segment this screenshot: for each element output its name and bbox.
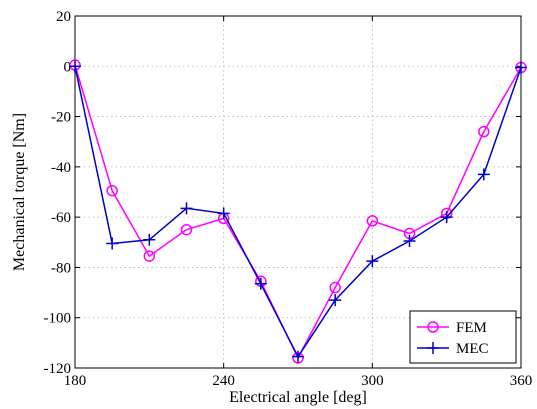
legend-box: [409, 310, 517, 364]
legend: FEM MEC: [409, 310, 517, 364]
legend-mec-marker: [427, 342, 439, 354]
data-point-mec: [69, 60, 81, 73]
series-group: [69, 59, 527, 364]
data-point-fem: [366, 215, 379, 227]
data-point-mec: [477, 168, 490, 181]
data-point-fem: [180, 223, 193, 236]
x-tick-label: 240: [212, 373, 235, 389]
data-point-mec: [106, 237, 119, 250]
data-point-mec: [366, 255, 379, 268]
plot-frame: [74, 15, 522, 369]
x-tick-label: 360: [510, 373, 533, 389]
y-tick-label: -60: [51, 210, 71, 226]
x-tick-label: 300: [361, 373, 384, 389]
y-tick-label: 0: [64, 59, 72, 75]
data-point-fem: [478, 125, 490, 138]
x-axis-label: Electrical angle [deg]: [229, 389, 367, 406]
legend-fem-marker: [427, 321, 439, 333]
y-tick-label: -100: [44, 311, 72, 327]
plot-background: [75, 16, 521, 368]
y-tick-label: -120: [44, 361, 72, 377]
legend-fem-label: FEM: [456, 320, 487, 336]
grid: [75, 16, 521, 368]
y-tick-label: -40: [51, 160, 71, 176]
data-point-mec: [403, 235, 416, 248]
data-point-mec: [292, 350, 304, 363]
y-tick-label: -20: [51, 110, 71, 126]
data-point-mec: [515, 61, 527, 74]
data-point-mec: [143, 233, 156, 246]
data-point-mec: [180, 202, 193, 215]
y-tick-label: 20: [56, 9, 71, 25]
data-point-fem: [329, 281, 341, 294]
data-point-mec: [440, 211, 453, 224]
data-point-mec: [329, 294, 342, 307]
x-tick-label: 180: [64, 373, 87, 389]
ticks: 180 240 300 360 20 0 -20 -40 -60 -80 -100 -120: [44, 9, 533, 389]
y-axis-label: Mechanical torque [Nm]: [11, 113, 28, 271]
data-point-fem: [106, 184, 118, 197]
data-point-mec: [217, 207, 230, 220]
data-point-mec: [254, 277, 267, 290]
data-point-fem: [143, 250, 156, 262]
y-tick-label: -80: [51, 260, 71, 276]
legend-mec-label: MEC: [456, 341, 489, 357]
